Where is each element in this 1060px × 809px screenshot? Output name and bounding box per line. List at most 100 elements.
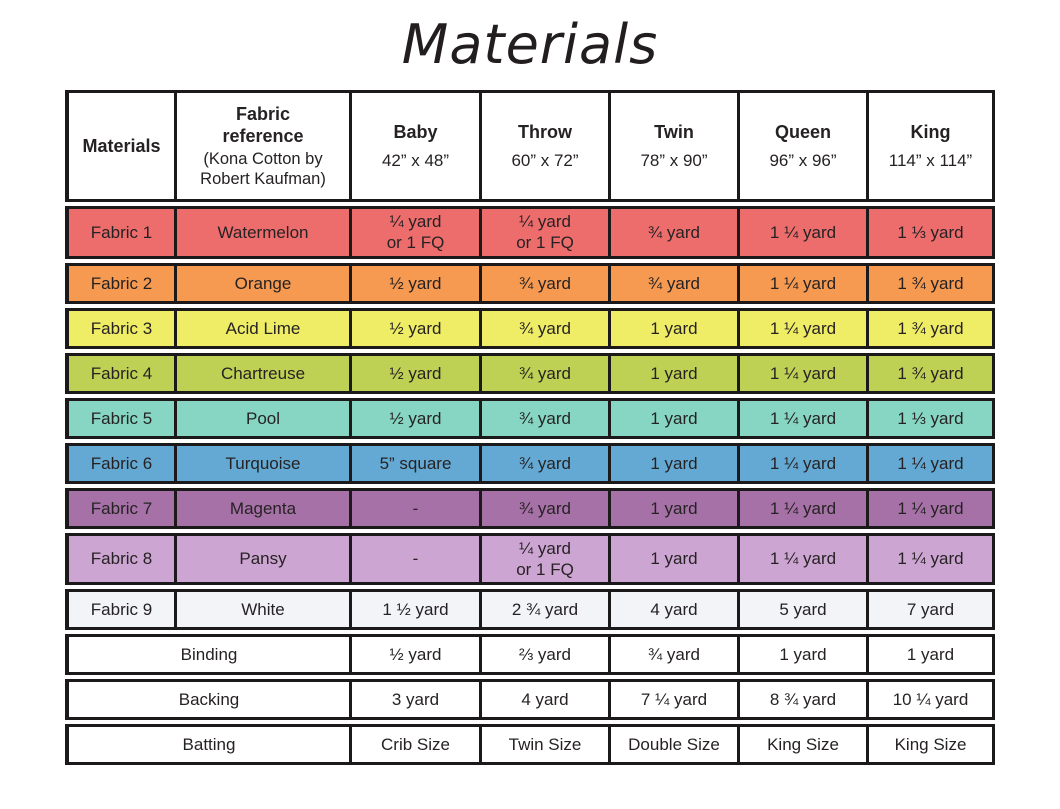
value-twin: 4 yard [611,589,740,631]
fabric-row-2: Fabric 2 Orange ½ yard ¾ yard ¾ yard 1 ¼… [65,262,995,304]
row-label-batting: Batting [65,724,352,766]
value-baby: 3 yard [352,679,482,721]
value-king: 1 ¾ yard [869,307,995,349]
value-baby: ¼ yard or 1 FQ [352,206,482,259]
value-twin: Double Size [611,724,740,766]
fabric-reference-name: Orange [177,262,352,304]
value-twin: 1 yard [611,352,740,394]
value-queen: 1 ¼ yard [740,262,869,304]
value-queen: 1 ¼ yard [740,307,869,349]
fabric-label: Fabric 1 [65,206,177,259]
value-queen: King Size [740,724,869,766]
value-baby: - [352,532,482,586]
fabric-reference-name: Magenta [177,487,352,529]
value-baby: 1 ½ yard [352,589,482,631]
fabric-label: Fabric 5 [65,397,177,439]
header-size-queen: Queen 96” x 96” [740,90,869,203]
fabric-reference-name: White [177,589,352,631]
size-dims: 78” x 90” [640,151,708,171]
batting-row: Batting Crib Size Twin Size Double Size … [65,724,995,766]
page-title: Materials [401,13,659,76]
value-baby: ½ yard [352,397,482,439]
fabric-row-8: Fabric 8 Pansy - ¼ yard or 1 FQ 1 yard 1… [65,532,995,586]
value-throw: ¼ yard or 1 FQ [482,206,611,259]
value-twin: 1 yard [611,532,740,586]
value-throw: Twin Size [482,724,611,766]
header-materials: Materials [65,90,177,203]
value-king: 7 yard [869,589,995,631]
value-queen: 8 ¾ yard [740,679,869,721]
value-queen: 1 ¼ yard [740,532,869,586]
fabric-label: Fabric 7 [65,487,177,529]
value-king: 10 ¼ yard [869,679,995,721]
value-twin: ¾ yard [611,634,740,676]
fabric-label: Fabric 9 [65,589,177,631]
fabric-reference-subtext: (Kona Cotton by Robert Kaufman) [200,149,326,189]
value-queen: 1 ¼ yard [740,397,869,439]
fabric-reference-heading: Fabric reference [222,103,304,147]
fabric-label: Fabric 6 [65,442,177,484]
value-throw: 4 yard [482,679,611,721]
row-label-binding: Binding [65,634,352,676]
value-queen: 5 yard [740,589,869,631]
size-dims: 42” x 48” [381,151,450,171]
size-name: Queen [774,121,831,142]
fabric-reference-name: Chartreuse [177,352,352,394]
value-baby: ½ yard [352,352,482,394]
value-twin: 1 yard [611,442,740,484]
value-throw: ¾ yard [482,397,611,439]
value-king: 1 ¼ yard [869,532,995,586]
backing-row: Backing 3 yard 4 yard 7 ¼ yard 8 ¾ yard … [65,679,995,721]
value-king: 1 ¾ yard [869,352,995,394]
fabric-reference-name: Turquoise [177,442,352,484]
value-throw: ¾ yard [482,307,611,349]
value-king: King Size [869,724,995,766]
value-queen: 1 ¼ yard [740,442,869,484]
size-name: King [910,121,951,142]
value-king: 1 yard [869,634,995,676]
size-dims: 96” x 96” [769,151,837,171]
size-dims: 114” x 114” [888,151,973,171]
value-king: 1 ¼ yard [869,487,995,529]
header-size-baby: Baby 42” x 48” [352,90,482,203]
size-name: Baby [393,121,438,142]
value-throw: 2 ¾ yard [482,589,611,631]
value-baby: - [352,487,482,529]
value-king: 1 ⅓ yard [869,397,995,439]
header-fabric-reference: Fabric reference (Kona Cotton by Robert … [177,90,352,203]
header-row: Materials Fabric reference (Kona Cotton … [65,90,995,203]
fabric-row-4: Fabric 4 Chartreuse ½ yard ¾ yard 1 yard… [65,352,995,394]
value-throw: ¾ yard [482,442,611,484]
value-king: 1 ¼ yard [869,442,995,484]
value-queen: 1 ¼ yard [740,352,869,394]
value-baby: ½ yard [352,262,482,304]
fabric-reference-name: Pansy [177,532,352,586]
value-king: 1 ⅓ yard [869,206,995,259]
fabric-reference-name: Acid Lime [177,307,352,349]
binding-row: Binding ½ yard ⅔ yard ¾ yard 1 yard 1 ya… [65,634,995,676]
value-baby: 5” square [352,442,482,484]
fabric-label: Fabric 3 [65,307,177,349]
value-baby: ½ yard [352,307,482,349]
fabric-row-9: Fabric 9 White 1 ½ yard 2 ¾ yard 4 yard … [65,589,995,631]
value-throw: ¾ yard [482,352,611,394]
fabric-reference-name: Watermelon [177,206,352,259]
header-size-twin: Twin 78” x 90” [611,90,740,203]
value-throw: ¾ yard [482,262,611,304]
fabric-row-3: Fabric 3 Acid Lime ½ yard ¾ yard 1 yard … [65,307,995,349]
value-throw: ¼ yard or 1 FQ [482,532,611,586]
value-queen: 1 ¼ yard [740,487,869,529]
value-throw: ⅔ yard [482,634,611,676]
value-twin: ¾ yard [611,206,740,259]
value-queen: 1 ¼ yard [740,206,869,259]
fabric-label: Fabric 8 [65,532,177,586]
fabric-label: Fabric 2 [65,262,177,304]
fabric-label: Fabric 4 [65,352,177,394]
materials-table: Materials Fabric reference (Kona Cotton … [65,86,995,769]
header-size-king: King 114” x 114” [869,90,995,203]
fabric-row-6: Fabric 6 Turquoise 5” square ¾ yard 1 ya… [65,442,995,484]
fabric-reference-name: Pool [177,397,352,439]
value-king: 1 ¾ yard [869,262,995,304]
size-name: Twin [654,121,694,142]
value-baby: Crib Size [352,724,482,766]
